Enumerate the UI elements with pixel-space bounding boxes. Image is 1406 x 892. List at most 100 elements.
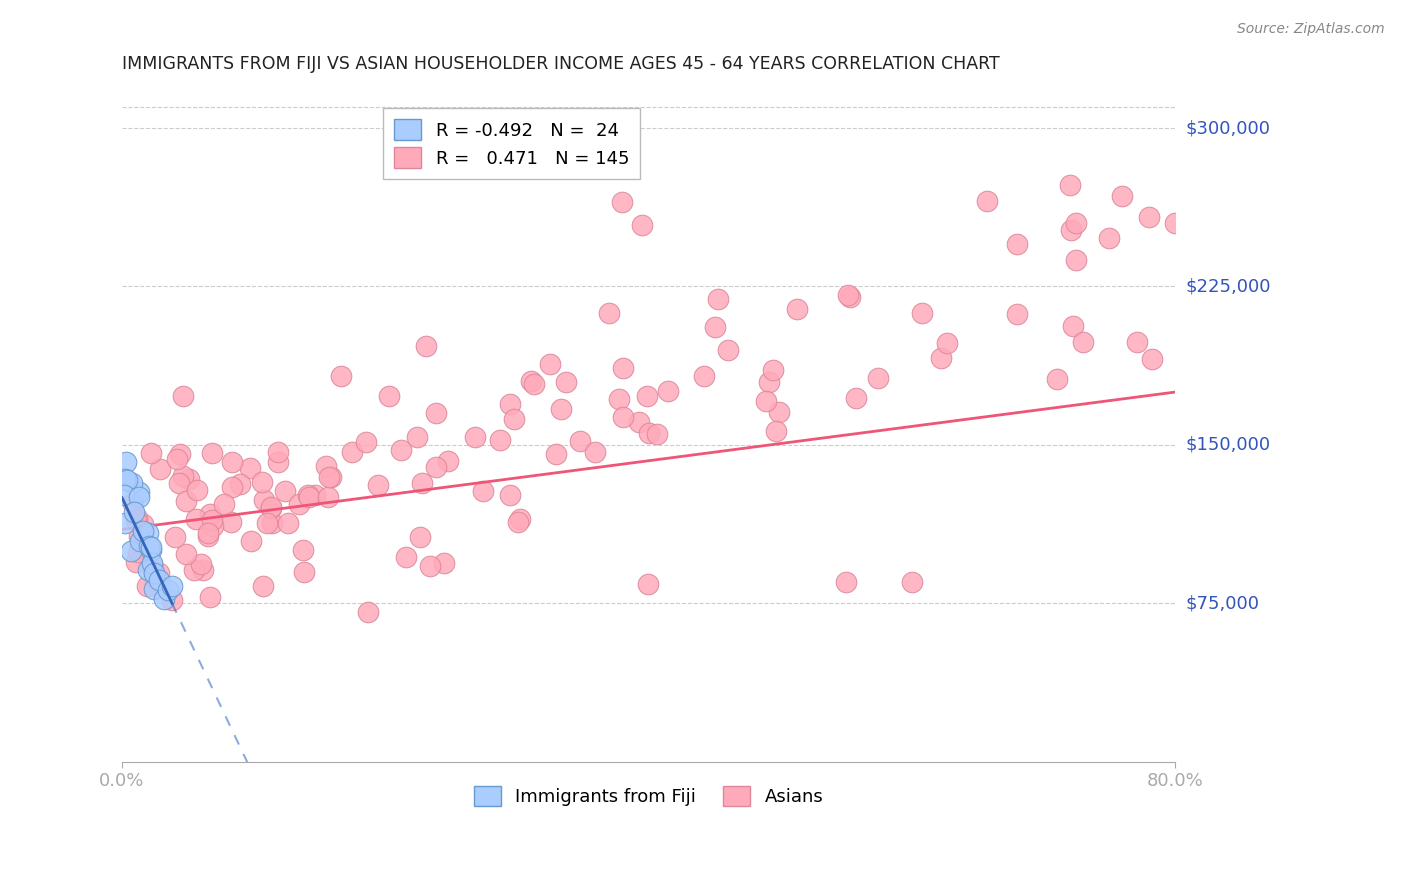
Point: [838, 290, 860, 304]
Text: IMMIGRANTS FROM FIJI VS ASIAN HOUSEHOLDER INCOME AGES 45 - 64 YEARS CORRELATION : IMMIGRANTS FROM FIJI VS ASIAN HOUSEHOLDE…: [122, 55, 1000, 73]
Text: $300,000: $300,000: [1187, 119, 1271, 137]
Point: [277, 516, 299, 530]
Point: [132, 516, 155, 531]
Point: [638, 426, 661, 441]
Point: [115, 455, 138, 469]
Point: [550, 401, 572, 416]
Point: [198, 591, 221, 605]
Point: [221, 454, 243, 468]
Legend: Immigrants from Fiji, Asians: Immigrants from Fiji, Asians: [467, 779, 831, 814]
Point: [1142, 351, 1164, 366]
Point: [1046, 372, 1069, 386]
Point: [136, 526, 159, 541]
Point: [252, 475, 274, 490]
Point: [239, 534, 262, 549]
Point: [612, 409, 634, 424]
Point: [229, 477, 252, 491]
Point: [143, 566, 166, 580]
Point: [762, 363, 785, 377]
Point: [128, 491, 150, 505]
Point: [239, 461, 262, 475]
Point: [114, 472, 136, 486]
Point: [707, 292, 730, 306]
Point: [583, 444, 606, 458]
Point: [201, 446, 224, 460]
Point: [297, 488, 319, 502]
Point: [1164, 216, 1187, 230]
Point: [135, 579, 157, 593]
Point: [127, 544, 149, 558]
Point: [197, 526, 219, 541]
Point: [128, 484, 150, 499]
Point: [419, 558, 441, 573]
Point: [274, 484, 297, 499]
Point: [198, 507, 221, 521]
Point: [114, 516, 136, 531]
Point: [610, 194, 633, 209]
Point: [367, 477, 389, 491]
Point: [260, 516, 283, 530]
Point: [464, 430, 486, 444]
Point: [415, 339, 437, 353]
Point: [900, 575, 922, 590]
Point: [124, 556, 146, 570]
Point: [124, 513, 146, 527]
Point: [169, 447, 191, 461]
Point: [172, 389, 194, 403]
Point: [523, 377, 546, 392]
Point: [172, 468, 194, 483]
Point: [167, 475, 190, 490]
Point: [149, 462, 172, 476]
Point: [121, 476, 143, 491]
Point: [758, 376, 780, 390]
Point: [768, 405, 790, 419]
Point: [1005, 307, 1028, 321]
Point: [636, 389, 658, 403]
Point: [186, 483, 208, 498]
Point: [755, 394, 778, 409]
Point: [124, 506, 146, 520]
Point: [143, 582, 166, 597]
Point: [176, 494, 198, 508]
Point: [765, 425, 787, 439]
Point: [193, 564, 215, 578]
Point: [631, 219, 654, 233]
Point: [1111, 188, 1133, 202]
Point: [657, 384, 679, 399]
Point: [128, 529, 150, 543]
Point: [704, 320, 727, 334]
Point: [260, 500, 283, 514]
Point: [288, 496, 311, 510]
Point: [637, 577, 659, 591]
Point: [166, 452, 188, 467]
Point: [395, 550, 418, 565]
Point: [499, 488, 522, 502]
Point: [1060, 223, 1083, 237]
Point: [115, 473, 138, 487]
Point: [153, 592, 176, 607]
Point: [292, 543, 315, 558]
Point: [645, 426, 668, 441]
Point: [378, 389, 401, 403]
Point: [190, 557, 212, 571]
Point: [142, 563, 165, 577]
Point: [174, 547, 197, 561]
Point: [406, 430, 429, 444]
Point: [357, 606, 380, 620]
Point: [693, 368, 716, 383]
Point: [145, 574, 167, 589]
Point: [186, 512, 208, 526]
Point: [544, 447, 567, 461]
Point: [319, 470, 342, 484]
Point: [472, 483, 495, 498]
Point: [1071, 335, 1094, 350]
Point: [329, 368, 352, 383]
Point: [508, 515, 530, 529]
Point: [183, 564, 205, 578]
Point: [568, 434, 591, 449]
Point: [219, 515, 242, 529]
Point: [136, 563, 159, 577]
Point: [162, 592, 184, 607]
Point: [141, 558, 163, 573]
Point: [259, 500, 281, 515]
